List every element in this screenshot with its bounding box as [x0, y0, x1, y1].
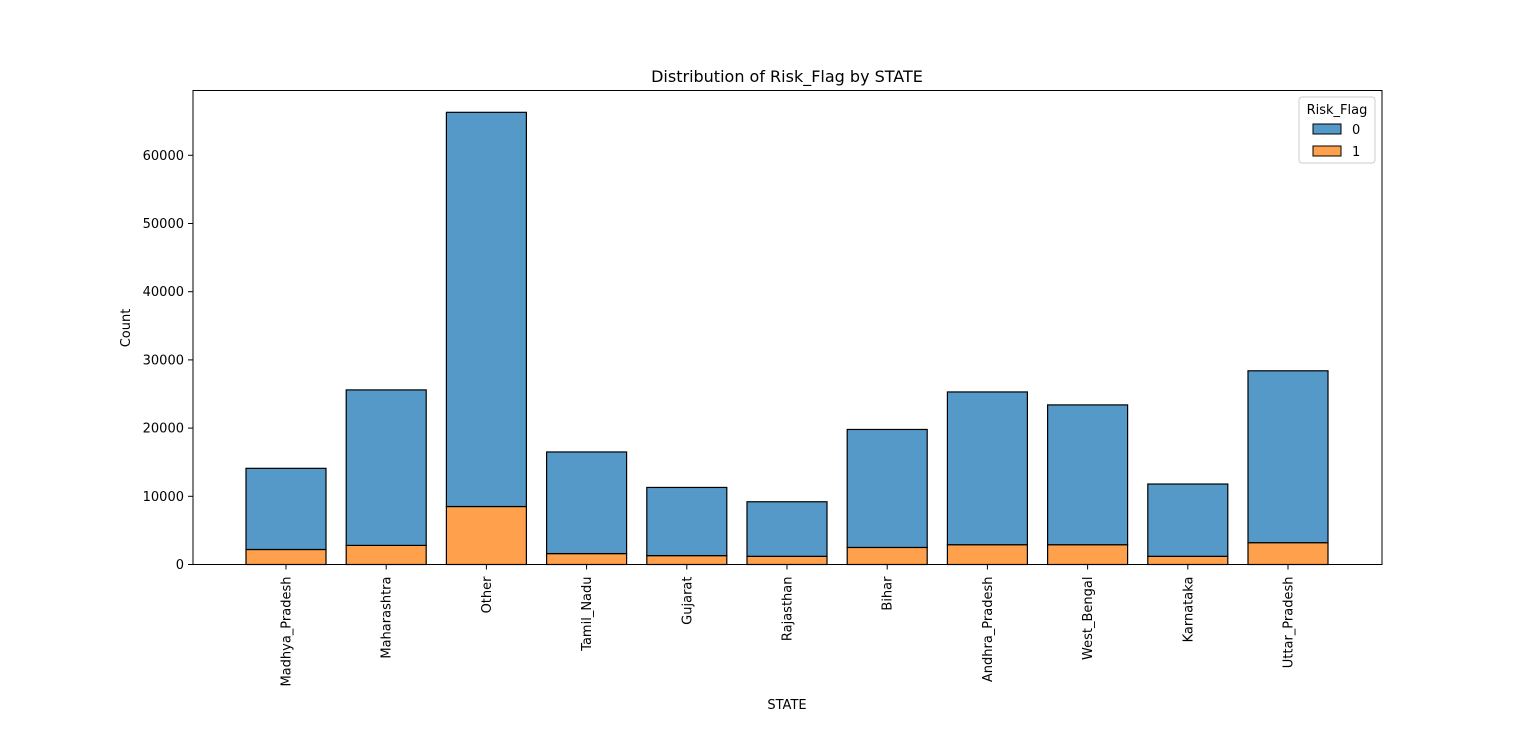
chart-title: Distribution of Risk_Flag by STATE [651, 67, 923, 87]
x-tick-label: Bihar [881, 576, 896, 611]
bar-segment-risk-1 [345, 544, 427, 566]
x-tick-label: West_Bengal [1081, 577, 1096, 660]
y-axis-label: Count [119, 309, 134, 348]
legend: Risk_Flag 0 1 [1298, 96, 1376, 164]
bar-segment-risk-0 [946, 391, 1029, 546]
bar-segment-risk-1 [445, 505, 527, 566]
bar-segment-risk-0 [1147, 483, 1229, 557]
y-tick-label: 20000 [143, 422, 184, 437]
bar-segment-risk-1 [1046, 544, 1129, 566]
bar-segment-risk-0 [746, 501, 828, 557]
bar-segment-risk-1 [646, 555, 728, 566]
legend-title: Risk_Flag [1307, 103, 1368, 118]
bars-group [245, 111, 1329, 566]
x-axis-label: STATE [767, 698, 806, 713]
bar-segment-risk-0 [245, 467, 327, 551]
bar-segment-risk-0 [1247, 370, 1329, 544]
x-ticks-group: Madhya_Pradesh Maharashtra Other Tamil_Nadu… [280, 564, 1297, 687]
bar-segment-risk-1 [1147, 555, 1229, 566]
x-tick-label: Other [480, 576, 495, 614]
y-tick-label: 60000 [143, 149, 184, 164]
bar-segment-risk-0 [445, 111, 527, 508]
legend-swatch [1312, 123, 1342, 135]
x-tick-label: Andhra_Pradesh [981, 577, 996, 683]
bar-segment-risk-0 [846, 428, 928, 549]
y-ticks-group: 0 10000 20000 30000 40000 50000 60000 [143, 149, 193, 573]
y-tick-label: 10000 [143, 490, 184, 505]
y-tick-label: 30000 [143, 353, 184, 368]
bar-segment-risk-0 [1046, 404, 1129, 546]
bar-segment-risk-0 [345, 389, 427, 547]
x-tick-label: Uttar_Pradesh [1282, 577, 1297, 669]
y-tick-label: 40000 [143, 285, 184, 300]
bar-segment-risk-1 [1247, 542, 1329, 566]
bar-segment-risk-1 [946, 544, 1029, 566]
bar-segment-risk-1 [746, 555, 828, 566]
bar-segment-risk-0 [545, 451, 628, 555]
bar-segment-risk-1 [245, 548, 327, 566]
legend-entry-label: 1 [1352, 145, 1360, 160]
y-tick-label: 50000 [143, 217, 184, 232]
legend-swatch [1312, 145, 1342, 157]
x-tick-label: Madhya_Pradesh [280, 577, 295, 687]
x-tick-label: Maharashtra [380, 577, 395, 659]
x-tick-label: Karnataka [1181, 577, 1196, 643]
x-tick-label: Rajasthan [781, 577, 796, 642]
bar-segment-risk-1 [545, 552, 628, 566]
legend-entry-label: 0 [1352, 123, 1360, 138]
y-tick-label: 0 [176, 558, 184, 573]
bar-segment-risk-1 [846, 546, 928, 566]
bar-segment-risk-0 [646, 486, 728, 557]
x-tick-label: Gujarat [680, 577, 695, 625]
plot-frame [192, 90, 1383, 565]
x-tick-label: Tamil_Nadu [580, 577, 595, 652]
